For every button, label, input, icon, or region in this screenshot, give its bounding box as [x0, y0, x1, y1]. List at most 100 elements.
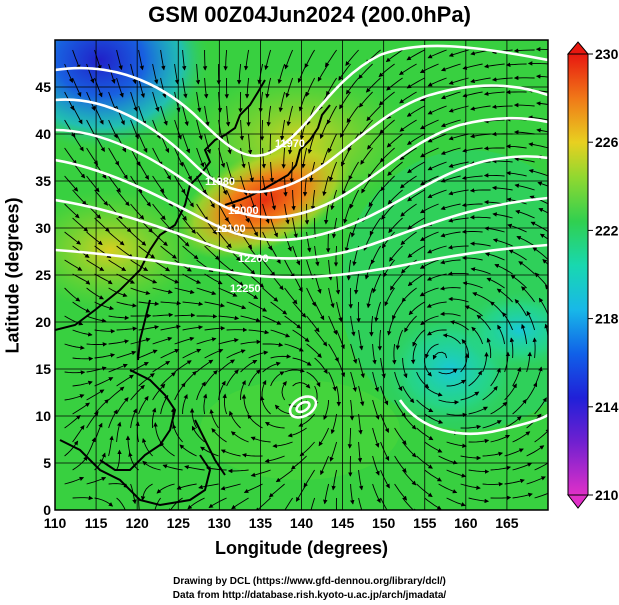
wind-arrow: [174, 287, 195, 295]
wind-arrow: [223, 49, 228, 71]
x-tick-label: 155: [413, 515, 437, 531]
wind-arrow: [260, 395, 271, 415]
colorbar: 210 214 218 222 226 230: [566, 41, 619, 509]
wind-arrow: [191, 425, 205, 443]
wind-arrow: [344, 231, 352, 253]
wind-arrow: [152, 203, 166, 221]
wind-arrow: [196, 91, 202, 113]
wind-arrow: [505, 144, 527, 149]
wind-arrow: [438, 455, 458, 465]
wind-arrow: [287, 427, 307, 438]
wind-arrow: [320, 147, 330, 168]
wind-arrow: [247, 133, 253, 155]
wind-arrow: [350, 371, 357, 393]
wind-arrow: [372, 483, 381, 504]
contour-label: 12250: [230, 283, 261, 295]
wind-arrow: [387, 161, 403, 176]
wind-arrow: [484, 63, 505, 69]
wind-arrow: [130, 287, 151, 296]
wind-arrow: [482, 451, 504, 457]
wind-arrow: [108, 315, 130, 321]
wind-arrow: [204, 326, 226, 331]
wind-arrow: [366, 287, 374, 309]
wind-arrow: [360, 147, 373, 165]
wind-arrow: [64, 259, 83, 271]
x-tick-label: 160: [454, 515, 478, 531]
wind-arrow: [345, 77, 359, 95]
y-axis-label: Latitude (degrees): [2, 197, 23, 354]
wind-arrow: [424, 357, 432, 377]
wind-arrow: [72, 105, 83, 125]
wind-arrow: [394, 483, 408, 501]
wind-arrow: [424, 385, 443, 397]
wind-arrow: [284, 315, 302, 329]
wind-arrow: [248, 245, 261, 263]
wind-arrow: [217, 91, 223, 113]
wind-arrow: [247, 414, 263, 429]
wind-arrow: [346, 105, 359, 124]
wind-arrow: [407, 161, 425, 174]
wind-arrow: [138, 77, 145, 99]
wind-arrow: [184, 465, 205, 471]
wind-arrow: [492, 238, 513, 247]
wind-arrow: [400, 203, 417, 217]
wind-arrow: [497, 324, 506, 345]
wind-arrow: [528, 142, 548, 149]
wind-arrow: [236, 63, 242, 85]
wind-arrow: [460, 424, 482, 430]
wind-arrow: [426, 301, 447, 308]
wind-arrow: [64, 231, 82, 245]
wind-arrow: [380, 441, 390, 461]
wind-arrow: [130, 337, 151, 345]
wind-arrow: [379, 119, 395, 135]
wind-arrow: [152, 147, 163, 167]
wind-arrow: [284, 497, 293, 510]
wind-arrow: [226, 245, 241, 262]
wind-arrow: [448, 161, 469, 168]
wind-arrow: [174, 360, 192, 373]
wind-arrow: [108, 63, 116, 84]
wind-arrow: [482, 420, 502, 429]
wind-arrow: [460, 352, 470, 373]
wind-arrow: [446, 441, 467, 448]
wind-arrow: [491, 104, 513, 110]
wind-arrow: [470, 133, 491, 139]
wind-arrow: [130, 63, 137, 85]
wind-arrow: [440, 259, 461, 265]
wind-arrow: [549, 413, 562, 429]
wind-arrow: [218, 259, 235, 274]
wind-arrow: [526, 476, 546, 485]
wind-arrow: [446, 379, 466, 387]
wind-arrow: [339, 91, 351, 110]
wind-arrow: [64, 63, 74, 83]
wind-arrow: [494, 264, 513, 275]
wind-arrow: [138, 189, 151, 207]
wind-arrow: [424, 441, 443, 453]
wind-arrow: [380, 175, 395, 192]
y-tick-label: 25: [35, 267, 51, 283]
wind-arrow: [108, 259, 127, 271]
wind-arrow: [549, 352, 553, 372]
wind-arrow: [318, 427, 330, 447]
wind-arrow: [86, 315, 107, 323]
wind-arrow: [440, 231, 461, 238]
wind-arrow: [152, 336, 173, 345]
wind-arrow: [86, 231, 103, 246]
wind-arrow: [427, 105, 447, 115]
wind-arrow: [406, 77, 425, 89]
wind-arrow: [174, 63, 180, 85]
wind-arrow: [141, 437, 153, 457]
wind-arrow: [116, 326, 138, 331]
wind-arrow: [268, 483, 285, 498]
wind-arrow: [160, 349, 180, 359]
wind-arrow: [349, 399, 355, 421]
wind-arrow: [262, 231, 272, 251]
wind-arrow: [281, 381, 287, 401]
wind-arrow: [328, 287, 335, 309]
wind-arrow: [297, 63, 308, 83]
wind-arrow: [284, 203, 290, 225]
wind-arrow: [108, 231, 125, 246]
wind-arrow: [64, 91, 75, 111]
wind-arrow: [152, 63, 159, 85]
